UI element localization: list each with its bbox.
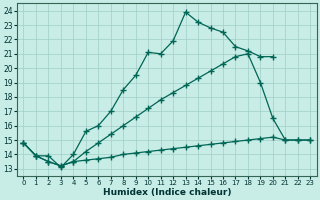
X-axis label: Humidex (Indice chaleur): Humidex (Indice chaleur) xyxy=(103,188,231,197)
